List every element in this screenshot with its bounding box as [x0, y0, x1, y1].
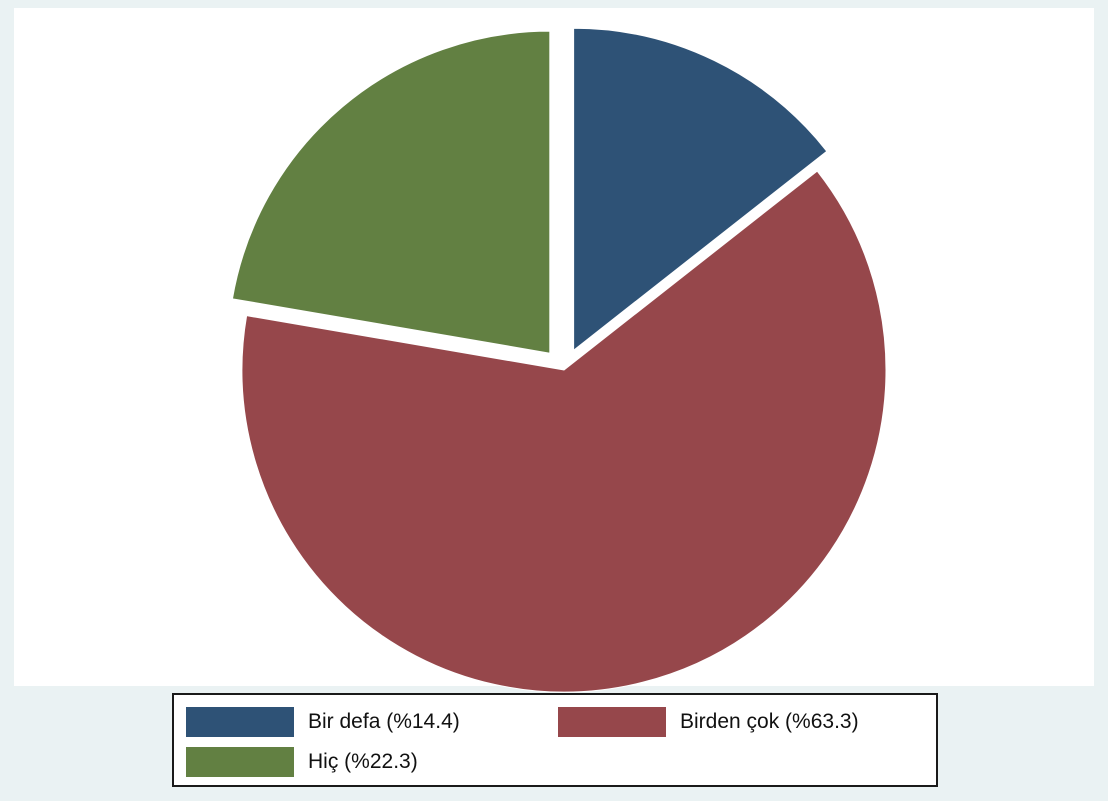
pie-slice-0	[573, 27, 828, 352]
legend: Bir defa (%14.4) Birden çok (%63.3) Hiç …	[172, 693, 938, 787]
legend-item-hic: Hiç (%22.3)	[186, 745, 418, 779]
legend-swatch	[186, 707, 294, 737]
legend-label: Birden çok (%63.3)	[680, 710, 859, 733]
legend-label: Bir defa (%14.4)	[308, 710, 460, 733]
pie-slice-1	[241, 170, 887, 693]
legend-item-bir-defa: Bir defa (%14.4)	[186, 705, 460, 739]
pie-slices	[231, 27, 887, 693]
legend-swatch	[186, 747, 294, 777]
pie-slice-2	[231, 30, 551, 354]
legend-item-birden-cok: Birden çok (%63.3)	[558, 705, 859, 739]
legend-label: Hiç (%22.3)	[308, 750, 418, 773]
legend-swatch	[558, 707, 666, 737]
